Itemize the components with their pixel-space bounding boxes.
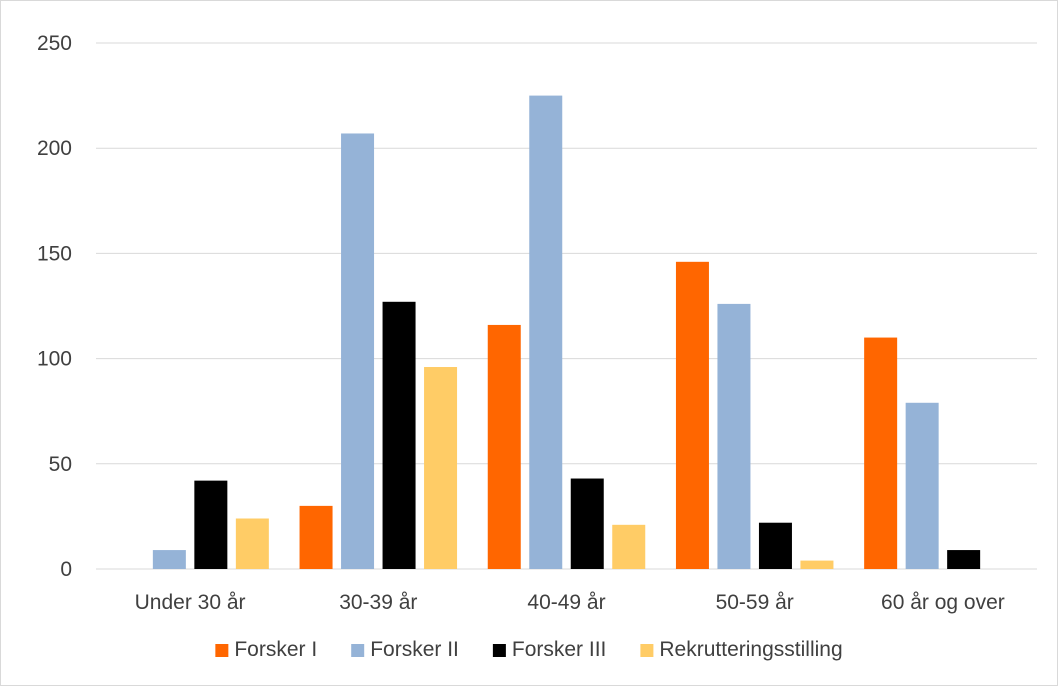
bar-forsker-i-2 bbox=[487, 324, 521, 569]
bar-forsker-iii-1 bbox=[382, 301, 416, 569]
legend-label: Forsker II bbox=[370, 638, 459, 661]
x-tick-label: 30-39 år bbox=[339, 591, 417, 614]
legend-swatch bbox=[492, 644, 506, 657]
y-tick-label: 100 bbox=[37, 348, 72, 371]
legend-swatch bbox=[215, 644, 229, 657]
x-tick-label: Under 30 år bbox=[135, 591, 246, 614]
bar-rekrutteringsstilling-1 bbox=[424, 367, 458, 569]
y-tick-label: 250 bbox=[37, 32, 72, 55]
legend-swatch bbox=[351, 644, 365, 657]
bar-forsker-i-4 bbox=[864, 337, 898, 569]
x-tick-label: 50-59 år bbox=[716, 591, 794, 614]
bar-forsker-ii-0 bbox=[152, 550, 186, 569]
x-tick-label: 60 år og over bbox=[881, 591, 1005, 614]
bar-forsker-ii-2 bbox=[529, 95, 563, 569]
y-tick-label: 200 bbox=[37, 137, 72, 160]
bar-forsker-iii-0 bbox=[194, 480, 228, 569]
bar-forsker-iii-3 bbox=[758, 522, 792, 569]
y-tick-label: 0 bbox=[60, 558, 72, 581]
y-tick-label: 50 bbox=[49, 453, 72, 476]
bar-rekrutteringsstilling-0 bbox=[235, 518, 269, 569]
bar-forsker-ii-4 bbox=[905, 402, 939, 569]
bar-forsker-iii-4 bbox=[947, 550, 981, 569]
bar-rekrutteringsstilling-2 bbox=[612, 524, 646, 569]
y-axis-tick-labels: 0 50 100 150 200 250 bbox=[37, 32, 72, 581]
bar-forsker-ii-1 bbox=[341, 133, 375, 570]
y-tick-label: 150 bbox=[37, 242, 72, 265]
legend-label: Rekrutteringsstilling bbox=[659, 638, 842, 661]
bar-forsker-i-1 bbox=[299, 505, 333, 569]
legend: Forsker I Forsker II Forsker III Rekrutteri… bbox=[215, 638, 843, 661]
x-axis-tick-labels: Under 30 år 30-39 år 40-49 år 50-59 år 60 år… bbox=[135, 591, 1005, 614]
legend-swatch bbox=[640, 644, 654, 657]
bar-forsker-iii-2 bbox=[570, 478, 604, 569]
bar-rekrutteringsstilling-3 bbox=[800, 560, 834, 569]
x-tick-label: 40-49 år bbox=[527, 591, 605, 614]
legend-label: Forsker III bbox=[512, 638, 607, 661]
legend-label: Forsker I bbox=[234, 638, 317, 661]
bar-forsker-ii-3 bbox=[717, 303, 751, 569]
bar-forsker-i-3 bbox=[675, 261, 709, 569]
bars bbox=[152, 95, 981, 570]
